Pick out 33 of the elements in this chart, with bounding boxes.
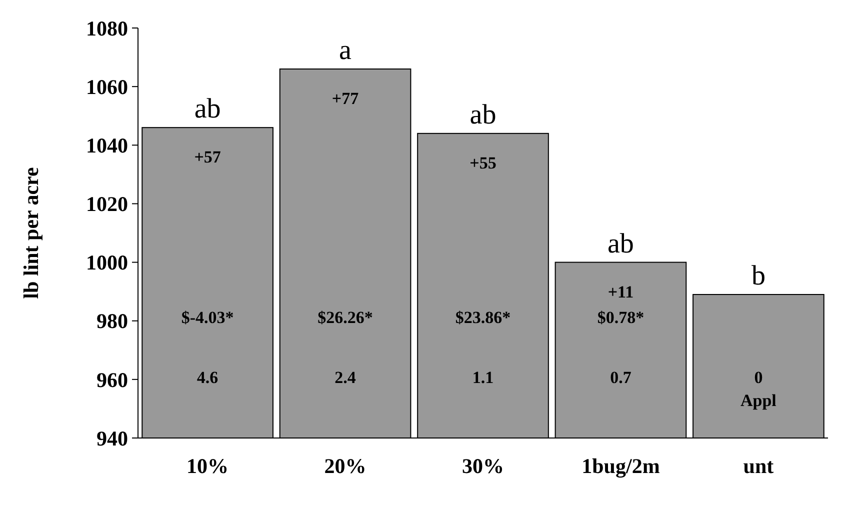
annotation: $26.26*: [318, 308, 373, 327]
y-tick-label: 940: [96, 426, 128, 450]
annotation: 2.4: [334, 368, 356, 387]
annotation: 0.7: [610, 368, 632, 387]
y-tick-label: 1040: [86, 133, 128, 158]
annotation: $-4.03*: [181, 308, 234, 327]
annotation: +55: [470, 153, 496, 172]
annotation: ab: [194, 94, 221, 125]
annotation: 4.6: [196, 368, 218, 387]
annotation: +77: [332, 89, 360, 108]
y-axis-title: lb lint per acre: [19, 167, 43, 299]
x-tick-label: 10%: [186, 454, 229, 478]
y-tick-label: 1080: [86, 16, 128, 40]
annotation: 1.1: [472, 368, 494, 387]
x-tick-label: unt: [743, 454, 774, 478]
annotation: ab: [608, 228, 634, 260]
y-tick-label: 960: [96, 368, 128, 392]
x-tick-label: 1bug/2m: [582, 454, 660, 478]
annotation: b: [751, 260, 766, 292]
annotation: $0.78*: [597, 308, 644, 327]
x-tick-label: 30%: [462, 454, 504, 478]
y-tick-label: 1060: [86, 74, 128, 99]
y-tick-label: 1000: [86, 250, 128, 275]
annotation: ab: [470, 99, 496, 130]
annotation: +57: [194, 148, 222, 167]
annotation: 0: [754, 368, 763, 387]
y-tick-label: 1020: [86, 192, 128, 216]
annotation: $23.86*: [455, 308, 511, 327]
annotation: +11: [608, 282, 634, 302]
y-tick-label: 980: [96, 309, 128, 334]
annotation: a: [339, 35, 352, 66]
x-tick-label: 20%: [324, 454, 366, 478]
annotation: Appl: [740, 391, 777, 410]
